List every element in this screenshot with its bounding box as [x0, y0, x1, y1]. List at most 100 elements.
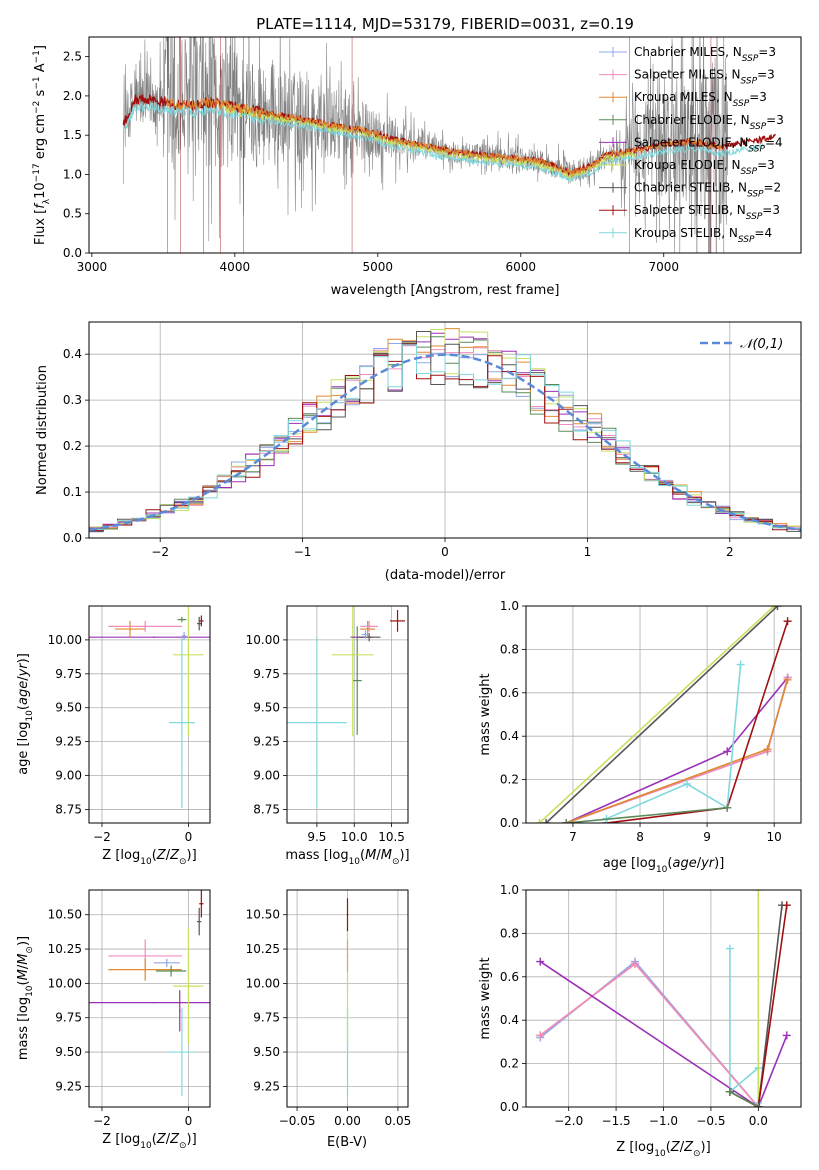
- data-point: [170, 970, 172, 972]
- spectrum-ylabel-part: λ: [42, 198, 52, 204]
- weight-vs-Z-xlabel-part: 10: [654, 1149, 666, 1159]
- legend-label-part: =3: [749, 90, 767, 104]
- weight-marker: [754, 890, 763, 894]
- weight-vs-age-xlabel-part: 10: [656, 865, 668, 875]
- legend-label-part: =4: [754, 226, 772, 240]
- age-vs-Z-ylabel-part: (: [16, 705, 31, 710]
- weight-line-chabrier-elodie: [729, 1091, 759, 1107]
- weight-marker: [536, 1031, 545, 1040]
- weight-vs-Z-ylabel: mass weight: [478, 957, 493, 1039]
- weight-vs-Z-ytick-label: 0.8: [500, 926, 519, 940]
- legend-label-part: Chabrier MILES, N: [634, 45, 742, 59]
- age-vs-mass-xtick-label: 10.0: [341, 830, 368, 844]
- weight-marker: [725, 1087, 734, 1096]
- legend-label-part: SSP: [746, 212, 763, 222]
- spectrum-axes: 3000 4000 5000 6000 7000 0.0 0.5 1.0 1.5 2.0 2.5 wa…: [32, 36, 802, 298]
- mass-vs-EBV-plot-area: [346, 898, 349, 1097]
- mass-vs-Z-ytick-label: 9.50: [55, 1045, 82, 1059]
- age-vs-Z-ylabel-part: yr: [16, 662, 31, 678]
- spectrum-xtick-label: 4000: [220, 260, 251, 274]
- mass-vs-EBV-ytick-label: 10.50: [246, 908, 280, 922]
- legend-label-part: Kroupa MILES, N: [634, 90, 733, 104]
- weight-vs-Z-xlabel-part: Z: [683, 1140, 694, 1155]
- mass-vs-Z-ylabel-part: log: [16, 997, 31, 1017]
- mass-vs-Z-ylabel-part: /: [16, 964, 31, 969]
- mass-vs-Z-ytick-label: 10.50: [48, 908, 82, 922]
- weight-vs-Z-xtick-label: 0.0: [749, 1114, 768, 1128]
- weight-vs-Z-xlabel-part: ⊙: [693, 1149, 701, 1159]
- mass-vs-Z-ylabel-part: M: [16, 954, 31, 965]
- legend-label: Kroupa MILES, NSSP=3: [634, 90, 767, 109]
- data-point: [346, 1051, 349, 1053]
- legend-label-part: Kroupa ELODIE, N: [634, 158, 741, 172]
- spectrum-ylabel: Flux [fλ10−17 erg cm−2 s−1 A−1]: [32, 45, 52, 245]
- legend-label-part: =3: [757, 68, 775, 82]
- weight-marker: [682, 779, 691, 788]
- age-vs-Z-xlabel-part: )]: [187, 848, 197, 863]
- legend-label-part: =3: [766, 113, 784, 127]
- weight-vs-Z-xtick-label: −2.0: [554, 1114, 583, 1128]
- data-point: [183, 635, 185, 637]
- mass-vs-Z-frame: [88, 889, 211, 1108]
- mass-vs-EBV-xlabel: E(B-V): [327, 1135, 367, 1150]
- legend-label-part: =3: [762, 203, 780, 217]
- weight-vs-age-xlabel-part: yr: [700, 856, 716, 871]
- spectrum-xtick-label: 7000: [648, 260, 679, 274]
- mass-vs-Z-ylabel-part: 10: [25, 985, 35, 997]
- data-point: [153, 1001, 155, 1004]
- residuals-xtick-label: 0: [441, 545, 449, 559]
- residuals-ytick-label: 0.3: [63, 393, 82, 407]
- age-vs-Z-ylabel-part: 10: [25, 710, 35, 722]
- mass-vs-Z-ylabel: mass [log10(M/M⊙)]: [16, 936, 35, 1060]
- age-vs-Z-xlabel-part: Z [: [102, 848, 120, 863]
- mass-vs-EBV-ytick-label: 10.00: [246, 976, 280, 990]
- mass-vs-EBV-xtick-label: 0.00: [334, 1114, 361, 1128]
- mass-vs-Z-xlabel: Z [log10(Z/Z⊙)]: [102, 1132, 196, 1151]
- residuals-legend-label: 𝒩(0,1): [740, 337, 783, 352]
- mass-vs-Z-xlabel-part: )]: [187, 1132, 197, 1147]
- weight-marker: [736, 660, 745, 669]
- age-vs-Z-ylabel-part: log: [16, 722, 31, 742]
- legend-label-part: =3: [757, 158, 775, 172]
- data-point: [181, 721, 183, 724]
- spectrum-ylabel-part: f: [33, 202, 48, 209]
- age-vs-Z-ytick-label: 9.75: [55, 667, 82, 681]
- data-point: [356, 679, 359, 682]
- age-vs-Z-xlabel-part: log: [120, 848, 140, 863]
- age-vs-mass-plot-area: [287, 606, 406, 809]
- mass-vs-Z-ylabel-part: )]: [16, 936, 31, 946]
- data-point: [200, 620, 203, 622]
- age-vs-Z-ylabel-part: /: [16, 676, 31, 681]
- age-vs-Z-ylabel-part: )]: [16, 653, 31, 663]
- spectrum-plot-area: [122, 37, 776, 253]
- legend-label: Salpeter ELODIE, NSSP=4: [634, 135, 783, 154]
- weight-vs-age-frame: [525, 605, 802, 824]
- age-vs-Z-xtick-label: −2: [93, 830, 111, 844]
- weight-vs-age-ytick-label: 0.0: [500, 816, 519, 830]
- data-point: [200, 902, 203, 905]
- weight-vs-Z-axes: −2.0 −1.5 −1.0 −0.5 0.0 0.0 0.2 0.4 0.6 0.8 1.0 Z […: [478, 883, 802, 1159]
- weight-line-salpeter-elodie: [539, 960, 788, 1107]
- mass-vs-EBV-ytick-label: 9.75: [253, 1011, 280, 1025]
- age-vs-Z-ytick-label: 9.00: [55, 769, 82, 783]
- mass-vs-Z-xlabel-part: 10: [140, 1141, 152, 1151]
- spectrum-ylabel-part: A: [33, 63, 48, 76]
- mass-vs-EBV-ytick-label: 9.50: [253, 1045, 280, 1059]
- weight-vs-age-xlabel-part: log: [636, 856, 656, 871]
- weight-marker: [725, 944, 734, 953]
- legend-label-part: Salpeter STELIB, N: [634, 203, 746, 217]
- age-vs-Z-xlabel-part: ⊙: [179, 857, 187, 867]
- spectrum-ylabel-part: erg cm: [33, 114, 48, 163]
- spectrum-ytick-label: 2.0: [63, 89, 82, 103]
- age-vs-mass-xlabel-part: mass [: [285, 848, 328, 863]
- age-vs-mass-ytick-label: 8.75: [253, 802, 280, 816]
- weight-vs-age-xlabel: age [log10(age/yr)]: [603, 856, 725, 875]
- mass-vs-Z-ytick-label: 10.25: [48, 942, 82, 956]
- histogram-salpeter-stelib: [89, 343, 801, 531]
- weight-vs-age-ytick-label: 0.2: [500, 773, 519, 787]
- age-vs-Z-ytick-label: 9.25: [55, 735, 82, 749]
- weight-vs-age-xlabel-part: age [: [603, 856, 636, 871]
- legend-label-part: Salpeter ELODIE, N: [634, 135, 748, 149]
